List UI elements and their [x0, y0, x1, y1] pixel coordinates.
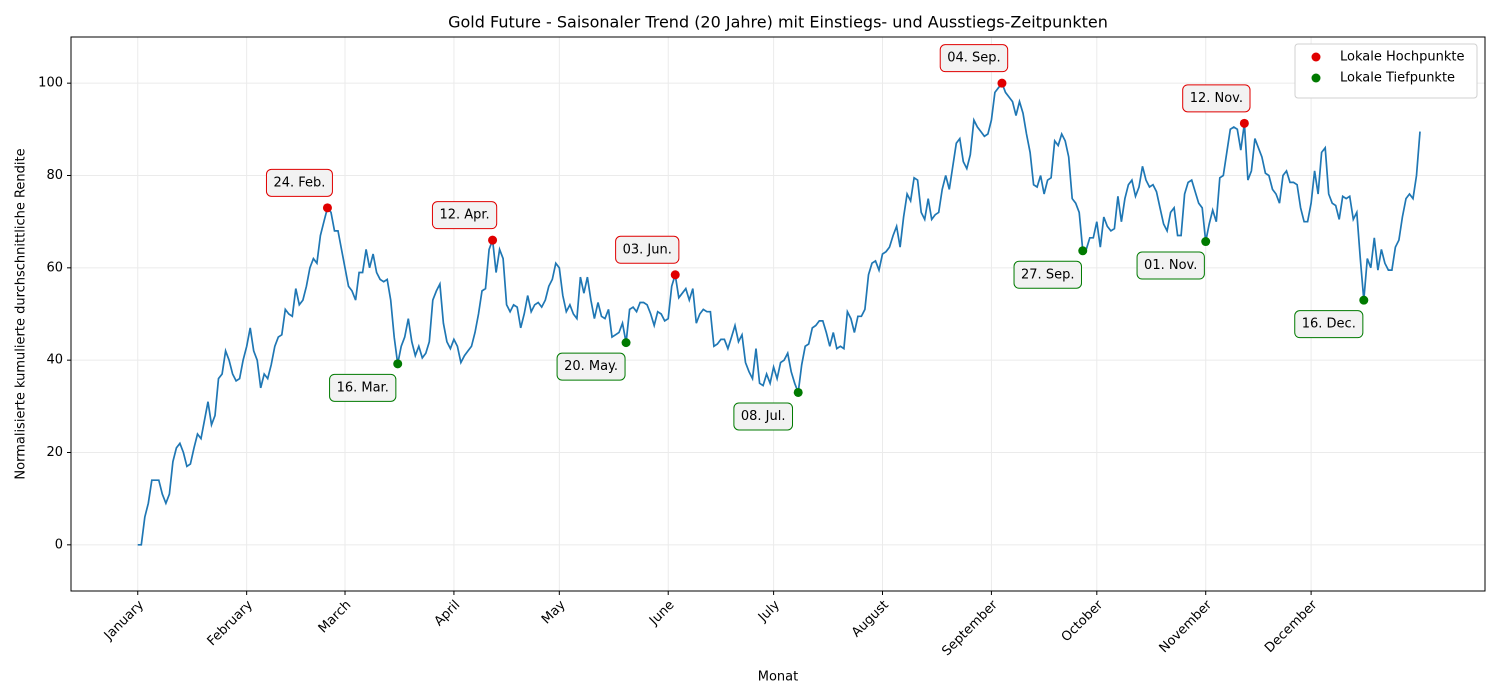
y-tick-label: 0: [55, 537, 63, 552]
y-tick-label: 60: [46, 260, 63, 275]
annotation-label: 04. Sep.: [947, 51, 1000, 66]
y-tick-label: 20: [46, 445, 63, 460]
annotation: 12. Nov.: [1182, 84, 1251, 113]
annotation-label: 12. Apr.: [439, 208, 489, 223]
plot-frame: [70, 36, 1486, 592]
annotation-box: [1136, 251, 1205, 280]
annotation: 27. Sep.: [1013, 260, 1082, 289]
y-axis-label: Normalisierte kumulierte durchschnittlic…: [14, 148, 29, 479]
x-axis-label: Monat: [758, 670, 798, 685]
point: [997, 78, 1007, 88]
annotation-label: 08. Jul.: [741, 409, 786, 424]
line: [137, 81, 1421, 546]
x-tick-label: June: [646, 598, 677, 629]
annotation-box: [615, 235, 680, 264]
point: [670, 270, 680, 280]
point: [793, 387, 803, 397]
legend-marker: [1311, 52, 1321, 62]
annotation-label: 16. Mar.: [337, 380, 389, 395]
x-tick-label: December: [1262, 597, 1321, 656]
annotation-box: [1013, 260, 1082, 289]
annotation-box: [733, 402, 794, 431]
annotation: 16. Dec.: [1294, 310, 1364, 339]
x-tick-label: January: [101, 597, 147, 643]
legend-label: Lokale Hochpunkte: [1340, 50, 1464, 65]
legend-box: [1294, 43, 1478, 99]
x-tick-label: February: [205, 597, 257, 649]
annotation-box: [329, 373, 397, 402]
point: [393, 359, 403, 369]
point: [621, 338, 631, 348]
point: [1239, 118, 1249, 128]
annotation-box: [939, 44, 1009, 73]
legend-marker: [1311, 73, 1321, 83]
annotation-box: [556, 352, 626, 381]
chart-title: Gold Future - Saisonaler Trend (20 Jahre…: [448, 13, 1108, 32]
annotation-label: 20. May.: [564, 359, 618, 374]
annotation-label: 03. Jun.: [623, 242, 672, 257]
x-tick-label: March: [316, 598, 355, 637]
point: [1078, 246, 1088, 256]
annotation-box: [1182, 84, 1251, 113]
point: [322, 203, 332, 213]
point: [488, 235, 498, 245]
x-tick-label: May: [539, 597, 569, 627]
y-tick-label: 100: [38, 76, 63, 91]
y-tick-label: 80: [46, 168, 63, 183]
point: [1201, 237, 1211, 247]
annotation-label: 27. Sep.: [1021, 267, 1074, 282]
point: [1359, 295, 1369, 305]
annotation: 08. Jul.: [733, 402, 794, 431]
annotation: 20. May.: [556, 352, 626, 381]
annotation-label: 12. Nov.: [1190, 91, 1243, 106]
annotation-box: [265, 168, 333, 197]
annotation-label: 01. Nov.: [1144, 258, 1197, 273]
annotation: 12. Apr.: [431, 201, 498, 230]
annotation: 03. Jun.: [615, 235, 680, 264]
annotation: 16. Mar.: [329, 373, 397, 402]
x-tick-label: November: [1157, 597, 1216, 656]
x-tick-label: September: [939, 597, 1001, 659]
annotation-label: 24. Feb.: [273, 175, 325, 190]
annotation: 04. Sep.: [939, 44, 1009, 73]
x-tick-label: October: [1059, 597, 1107, 645]
annotation-box: [431, 201, 498, 230]
annotation-label: 16. Dec.: [1302, 317, 1356, 332]
y-tick-label: 40: [46, 353, 63, 368]
x-tick-label: August: [849, 598, 892, 641]
annotation: 01. Nov.: [1136, 251, 1205, 280]
annotation: 24. Feb.: [265, 168, 333, 197]
x-tick-label: April: [432, 598, 464, 630]
legend-label: Lokale Tiefpunkte: [1340, 71, 1455, 86]
x-tick-label: July: [755, 597, 783, 625]
annotation-box: [1294, 310, 1364, 339]
